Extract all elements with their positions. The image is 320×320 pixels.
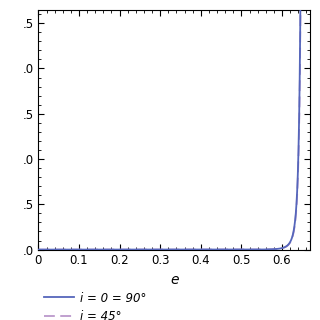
Line: i = 45°: i = 45°: [38, 0, 301, 250]
i = 45°: [137, 248, 140, 252]
i = 0 = 90°: [283, 245, 287, 249]
X-axis label: e: e: [170, 273, 179, 287]
i = 0 = 90°: [117, 248, 121, 252]
i = 0 = 90°: [36, 248, 40, 252]
i = 0 = 90°: [248, 248, 252, 252]
Legend: i = 0 = 90°, i = 45°: i = 0 = 90°, i = 45°: [44, 292, 146, 320]
i = 45°: [36, 248, 40, 252]
i = 45°: [58, 248, 62, 252]
i = 45°: [128, 248, 132, 252]
i = 45°: [59, 248, 63, 252]
i = 45°: [84, 248, 88, 252]
Line: i = 0 = 90°: i = 0 = 90°: [38, 0, 300, 250]
i = 45°: [262, 248, 266, 252]
i = 0 = 90°: [209, 248, 212, 252]
i = 0 = 90°: [216, 248, 220, 252]
i = 0 = 90°: [95, 248, 99, 252]
